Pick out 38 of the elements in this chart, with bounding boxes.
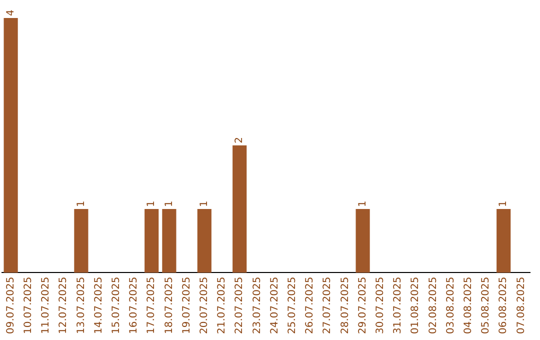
x-tick-label: 13.07.2025 (76, 276, 87, 334)
x-tick-label: 01.08.2025 (410, 276, 422, 334)
x-tick-label: 17.07.2025 (146, 276, 158, 334)
x-tick-label: 15.07.2025 (110, 276, 122, 334)
x-tick-label: 20.07.2025 (198, 276, 210, 334)
x-tick-label: 12.07.2025 (58, 276, 70, 334)
x-tick-label: 04.08.2025 (462, 276, 474, 334)
data-label: 1 (76, 200, 87, 208)
data-label: 2 (234, 136, 246, 144)
x-tick-label: 06.08.2025 (498, 276, 510, 334)
x-tick-label: 24.07.2025 (269, 276, 280, 334)
data-label: 4 (5, 10, 16, 16)
data-label: 1 (164, 200, 175, 208)
data-label: 1 (498, 200, 510, 208)
x-tick-label: 26.07.2025 (304, 276, 316, 334)
x-tick-label: 14.07.2025 (93, 276, 104, 334)
data-label: 1 (146, 200, 158, 208)
x-tick-label: 10.07.2025 (22, 276, 34, 334)
x-tick-label: 22.07.2025 (234, 276, 246, 334)
x-tick-label: 19.07.2025 (181, 276, 192, 334)
x-tick-label: 02.08.2025 (428, 276, 439, 334)
x-tick-label: 11.07.2025 (40, 276, 52, 334)
x-tick-label: 30.07.2025 (374, 276, 386, 334)
x-tick-label: 27.07.2025 (322, 276, 334, 334)
x-tick-label: 03.08.2025 (445, 276, 456, 334)
x-tick-label: 25.07.2025 (286, 276, 298, 334)
x-tick-label: 16.07.2025 (128, 276, 140, 334)
x-tick-label: 28.07.2025 (340, 276, 351, 334)
x-tick-label: 05.08.2025 (480, 276, 492, 334)
x-tick-label: 09.07.2025 (5, 276, 16, 334)
x-tick-label: 29.07.2025 (357, 276, 368, 334)
x-tick-label: 31.07.2025 (392, 276, 404, 334)
x-tick-label: 18.07.2025 (164, 276, 175, 334)
x-tick-label: 07.08.2025 (516, 276, 527, 334)
x-tick-label: 21.07.2025 (216, 276, 228, 334)
x-tick-label: 23.07.2025 (252, 276, 263, 334)
data-label: 1 (357, 200, 368, 208)
data-label: 1 (198, 200, 210, 208)
